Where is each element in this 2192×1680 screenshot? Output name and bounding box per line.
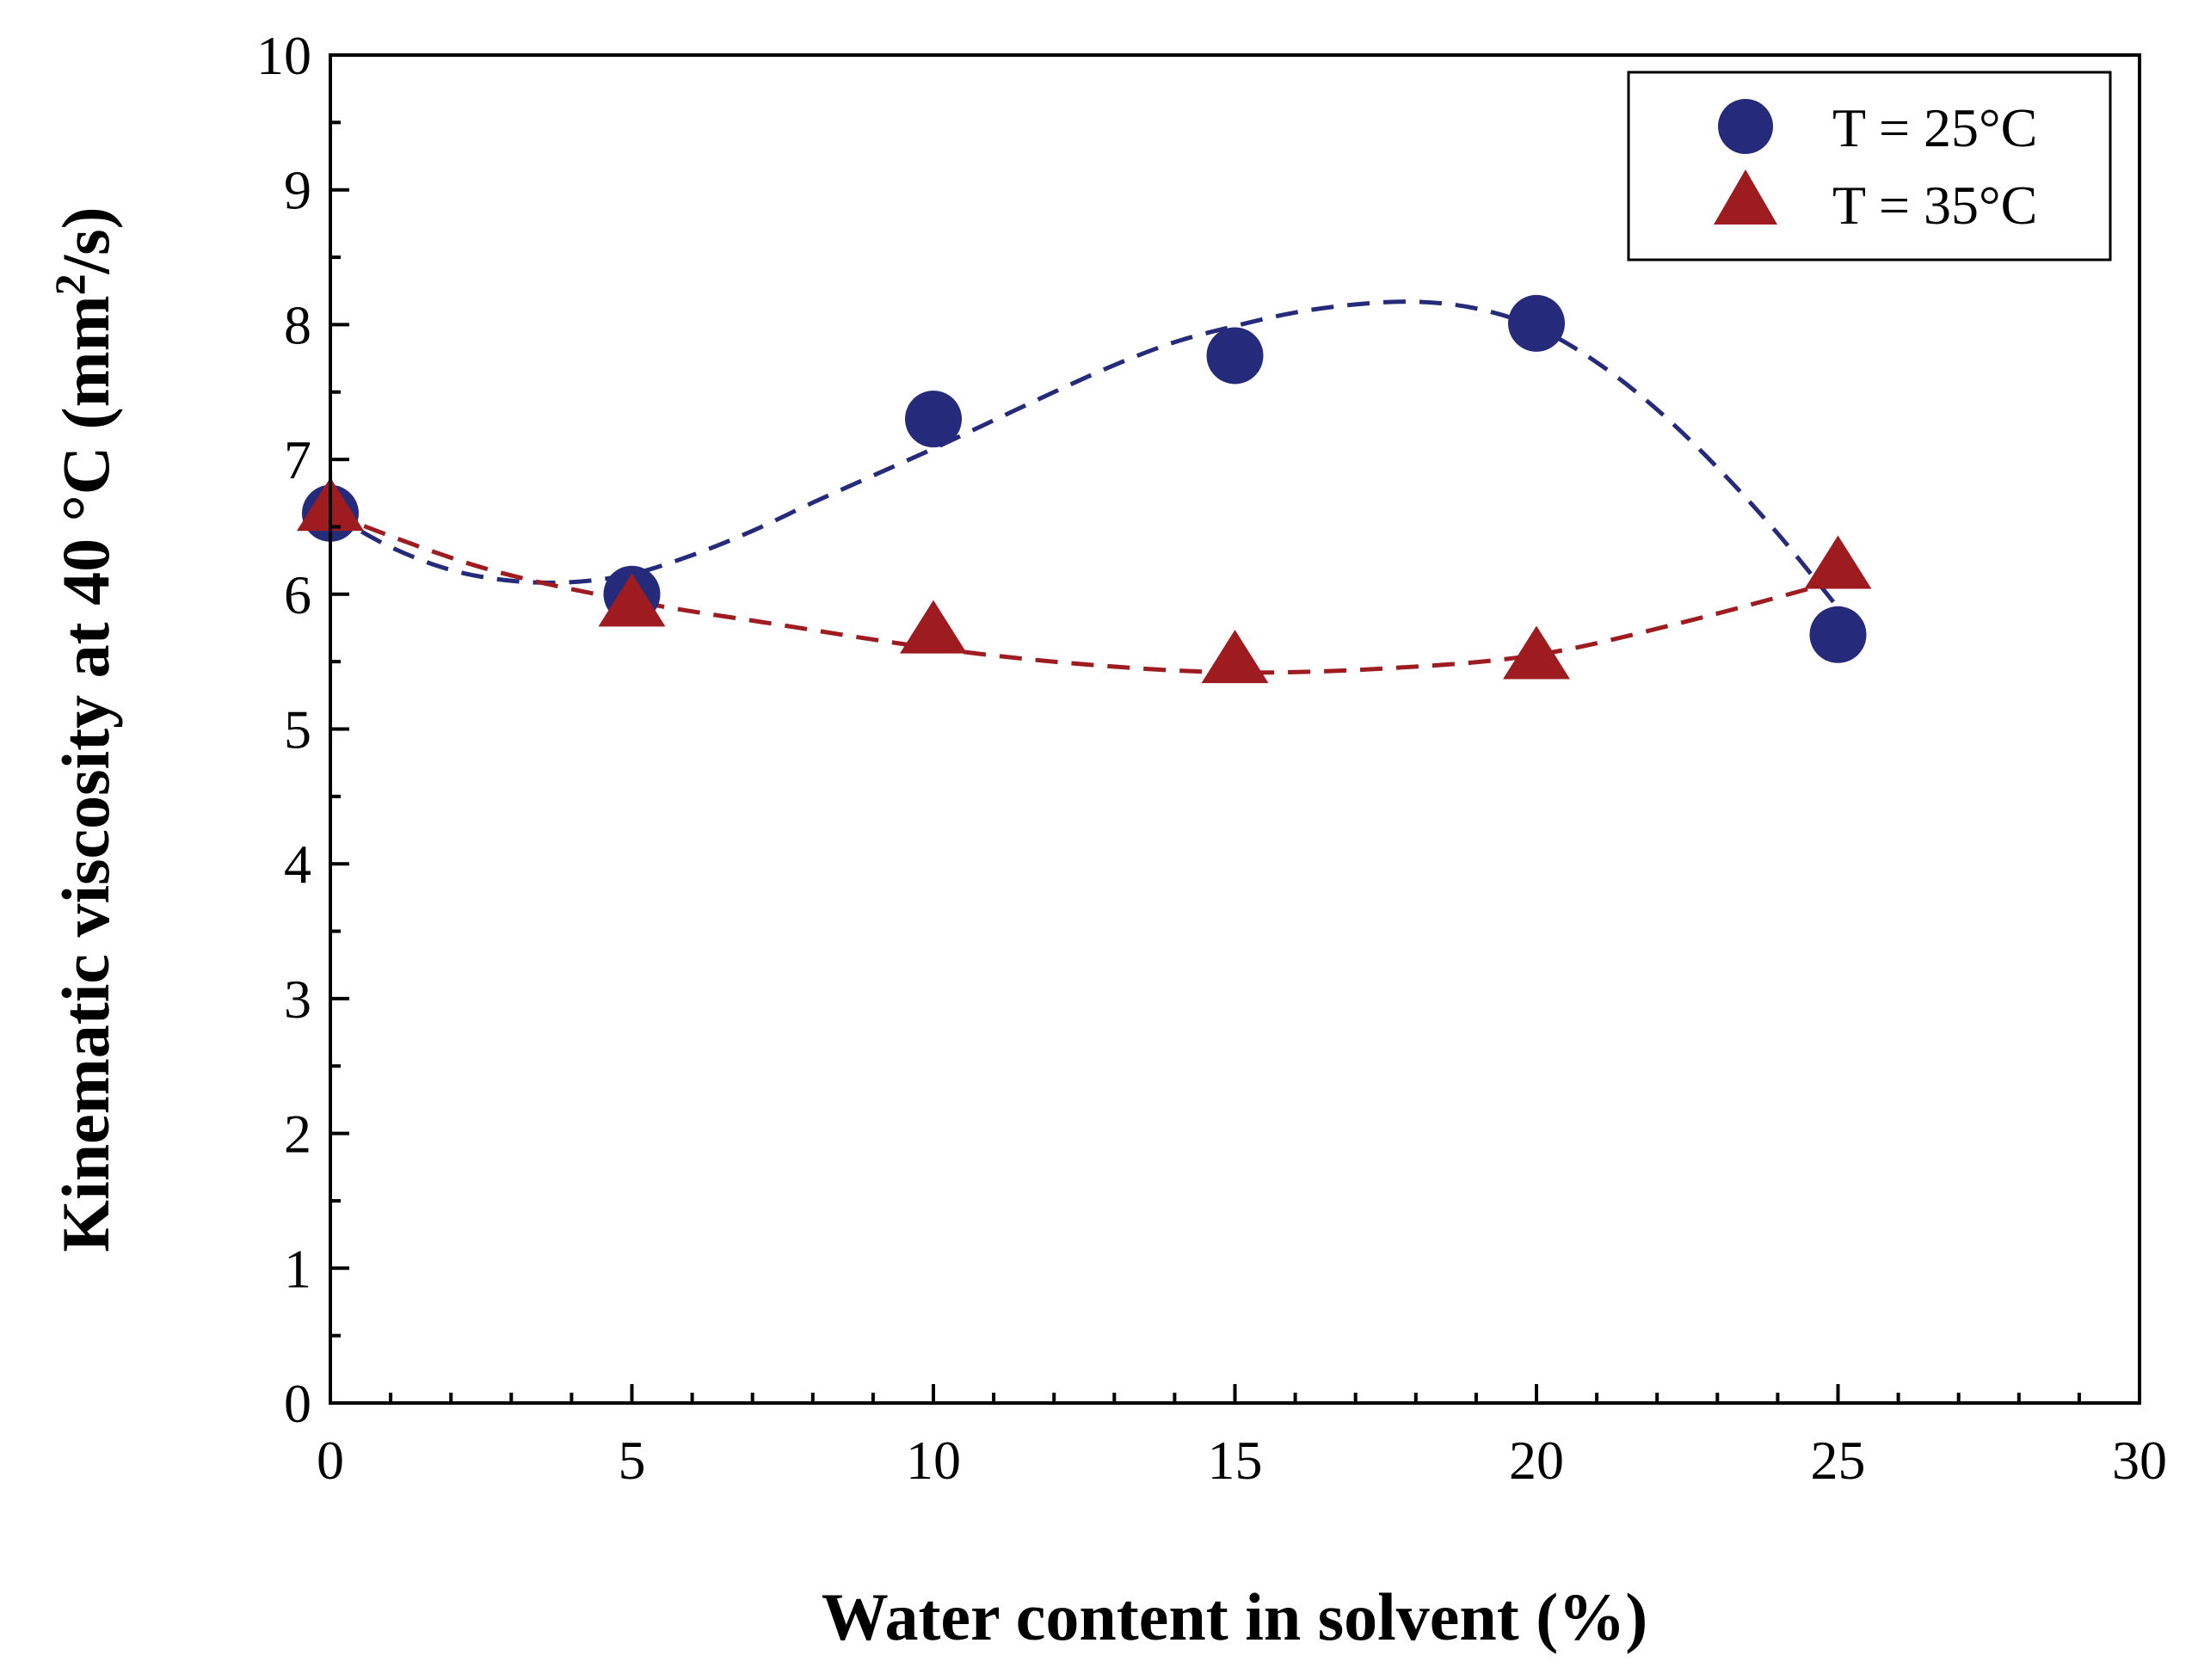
x-tick-label: 10 (906, 1430, 961, 1491)
legend-marker-triangle (1714, 169, 1777, 225)
y-axis-title-superscript: 2 (46, 274, 94, 295)
x-tick-label: 30 (2112, 1430, 2167, 1491)
y-tick-label: 7 (284, 429, 311, 490)
y-tick-label: 0 (284, 1373, 311, 1434)
data-point-25c (1508, 294, 1565, 352)
fit-line-25c (329, 299, 1840, 610)
y-tick-label: 8 (284, 294, 311, 355)
data-point-35c (900, 600, 967, 654)
legend-marker-circle (1718, 99, 1773, 154)
fit-lines (329, 299, 1840, 675)
data-point-35c (1201, 630, 1269, 684)
y-axis-title-main: Kinematic viscosity at 40 °C (mm (48, 295, 123, 1252)
y-tick-label: 1 (284, 1238, 311, 1299)
data-point-25c (905, 391, 962, 448)
data-markers (297, 294, 1872, 684)
data-point-25c (1809, 606, 1867, 663)
y-axis-title: Kinematic viscosity at 40 °C (mm2/s) (46, 206, 123, 1252)
data-point-35c (1503, 625, 1570, 680)
y-tick-label: 4 (284, 834, 311, 895)
x-axis-title: Water content in solvent (%) (822, 1579, 1647, 1654)
legend-box (1627, 71, 2112, 262)
data-point-35c (598, 573, 666, 627)
tick-labels: 0 1 2 3 4 5 6 7 8 9 10 0 5 10 15 20 25 30 (256, 25, 2167, 1491)
legend-label-35c: T = 35°C (1832, 175, 2037, 236)
x-tick-label: 15 (1208, 1430, 1263, 1491)
data-point-25c (1206, 327, 1264, 385)
y-tick-label: 9 (284, 160, 311, 221)
x-tick-label: 25 (1811, 1430, 1866, 1491)
y-tick-label: 6 (284, 564, 311, 625)
y-tick-label: 3 (284, 969, 311, 1030)
legend: T = 25°C T = 35°C (1627, 71, 2112, 262)
y-tick-label: 2 (284, 1104, 311, 1165)
fit-line-35c (329, 511, 1839, 675)
y-tick-label: 10 (256, 25, 311, 86)
x-tick-label: 0 (317, 1430, 344, 1491)
y-tick-label: 5 (284, 699, 311, 760)
data-point-35c (1804, 535, 1872, 589)
legend-label-25c: T = 25°C (1832, 97, 2037, 158)
axis-ticks (329, 53, 2141, 1405)
x-tick-label: 20 (1509, 1430, 1564, 1491)
y-axis-title-end: /s) (48, 206, 123, 274)
x-tick-label: 5 (619, 1430, 646, 1491)
